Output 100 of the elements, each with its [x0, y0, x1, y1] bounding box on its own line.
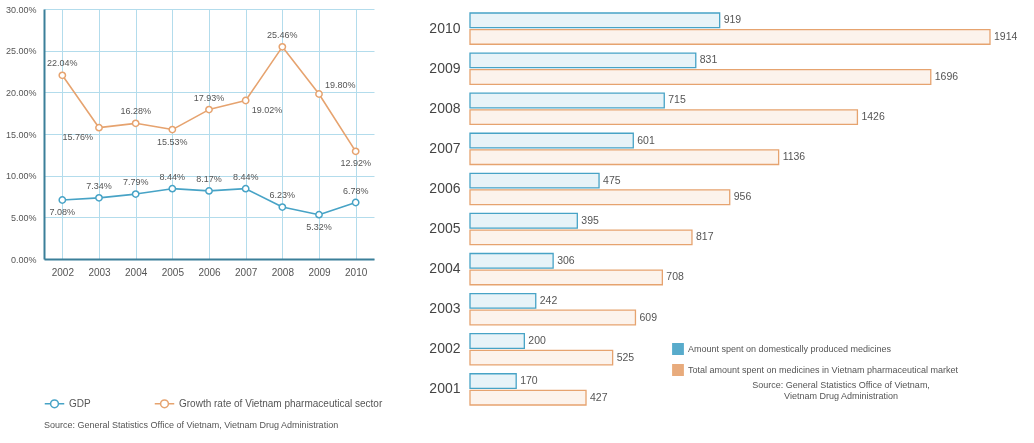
- data-label: 708: [666, 270, 685, 283]
- x-tick-label: 2002: [51, 266, 75, 278]
- bar: [469, 373, 517, 390]
- data-label: 1696: [934, 70, 959, 83]
- bar: [469, 52, 697, 69]
- y-tick-label: 2005: [429, 220, 461, 237]
- bar: [469, 229, 693, 246]
- bar: [469, 172, 600, 189]
- data-label: 475: [603, 173, 621, 186]
- data-label: 609: [639, 310, 658, 323]
- legend-label: GDP: [69, 397, 91, 409]
- data-label: 831: [699, 53, 718, 66]
- x-tick-label: 2007: [235, 266, 258, 278]
- data-label: 242: [539, 293, 558, 306]
- data-label: 8.44%: [232, 171, 259, 182]
- data-label: 22.04%: [47, 58, 78, 69]
- bar: [469, 349, 614, 366]
- data-label: 306: [557, 253, 575, 266]
- y-tick-label: 25.00%: [5, 46, 37, 57]
- y-tick-label: 2002: [429, 340, 461, 357]
- bar: [469, 12, 721, 29]
- data-label: 15.76%: [62, 131, 93, 142]
- point: [168, 125, 177, 134]
- data-label: 6.78%: [342, 185, 369, 196]
- y-tick-label: 5.00%: [10, 212, 37, 223]
- bar: [469, 132, 634, 149]
- data-label: 715: [668, 93, 686, 106]
- data-label: 15.53%: [157, 136, 188, 147]
- y-tick-label: 15.00%: [5, 129, 37, 140]
- x-tick-label: 2004: [125, 266, 148, 278]
- point: [278, 42, 287, 51]
- point: [315, 90, 323, 98]
- point: [241, 184, 250, 193]
- bar: [469, 109, 859, 126]
- bar: [469, 309, 637, 326]
- data-label: 25.46%: [267, 29, 298, 40]
- bar: [469, 212, 578, 229]
- point: [131, 119, 140, 128]
- point: [278, 203, 287, 211]
- x-tick-label: 2005: [161, 266, 185, 278]
- y-tick-label: 10.00%: [5, 171, 37, 182]
- x-tick-label: 2006: [198, 266, 222, 278]
- point: [205, 187, 213, 195]
- data-label: 6.23%: [269, 190, 296, 201]
- y-tick-label: 2007: [429, 139, 461, 156]
- data-label: 170: [520, 374, 538, 387]
- y-tick-label: 0.00%: [10, 254, 37, 265]
- point: [58, 71, 67, 80]
- bar: [469, 149, 780, 166]
- bar: [469, 189, 731, 206]
- bar: [469, 252, 554, 269]
- data-label: 1136: [782, 150, 806, 163]
- bar: [469, 292, 537, 309]
- y-tick-label: 2010: [429, 19, 461, 36]
- data-label: 16.28%: [120, 106, 151, 117]
- y-tick-label: 2008: [429, 99, 461, 116]
- data-label: 19.02%: [251, 104, 283, 115]
- y-tick-label: 2009: [429, 59, 461, 76]
- bar: [469, 69, 932, 85]
- data-label: 7.34%: [86, 180, 112, 191]
- data-label: 395: [581, 213, 599, 226]
- y-tick-label: 20.00%: [5, 87, 37, 98]
- x-tick-label: 2009: [308, 266, 332, 278]
- y-tick-label: 30.00%: [5, 4, 37, 15]
- point: [95, 123, 103, 132]
- annotation: Source: General Statistics Office of Vietnam, Vietnam Drug Administration: [752, 380, 930, 401]
- data-label: 427: [590, 390, 608, 403]
- bar: [469, 28, 991, 45]
- x-tick-label: 2010: [345, 266, 368, 278]
- point: [131, 190, 140, 198]
- source-note: Source: General Statistics Office of Vietnam, Vietnam Drug Administration: [44, 420, 339, 430]
- data-label: 601: [637, 133, 655, 146]
- y-tick-label: 2006: [429, 179, 461, 196]
- point: [351, 198, 360, 207]
- legend-label: Amount spent on domestically produced medicines: [688, 344, 892, 354]
- data-label: 919: [723, 13, 742, 26]
- data-label: 8.17%: [196, 173, 222, 184]
- data-label: 19.80%: [325, 80, 356, 90]
- data-label: 5.32%: [306, 221, 332, 232]
- bar: [469, 269, 663, 286]
- point: [315, 210, 323, 219]
- x-tick-label: 2008: [271, 266, 295, 278]
- data-label: 956: [733, 190, 752, 203]
- data-label: 7.79%: [122, 177, 149, 188]
- point: [241, 96, 250, 105]
- point: [95, 193, 103, 202]
- data-label: 200: [528, 333, 547, 346]
- data-label: 1426: [861, 110, 885, 123]
- point: [351, 147, 360, 156]
- data-label: 8.44%: [159, 171, 186, 182]
- data-label: 17.93%: [193, 92, 225, 103]
- data-label: 525: [616, 350, 635, 363]
- point: [58, 196, 67, 204]
- data-label: 817: [695, 230, 714, 243]
- bar: [469, 92, 665, 109]
- point: [168, 184, 177, 193]
- y-tick-label: 2003: [429, 300, 461, 317]
- data-label: 1914: [994, 29, 1018, 42]
- data-label: 12.92%: [340, 158, 371, 169]
- data-label: 7.08%: [49, 207, 76, 217]
